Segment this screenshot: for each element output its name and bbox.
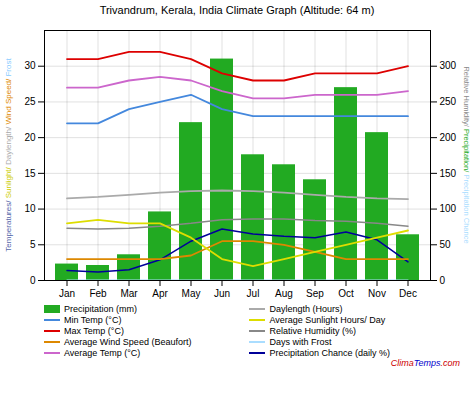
svg-text:Mar: Mar xyxy=(120,288,138,299)
svg-text:0: 0 xyxy=(30,275,36,286)
svg-text:Jul: Jul xyxy=(247,288,260,299)
html-text:Max Temp (°C): Max Temp (°C) xyxy=(64,326,124,336)
svg-text:20: 20 xyxy=(24,132,36,143)
svg-text:250: 250 xyxy=(440,96,457,107)
html-text:Daylength (Hours): Daylength (Hours) xyxy=(269,304,343,314)
svg-text:Oct: Oct xyxy=(338,288,354,299)
svg-text:25: 25 xyxy=(24,96,36,107)
svg-text:Jan: Jan xyxy=(59,288,75,299)
svg-text:Sep: Sep xyxy=(306,288,324,299)
svg-text:200: 200 xyxy=(440,132,457,143)
svg-text:15: 15 xyxy=(24,168,36,179)
svg-text:5: 5 xyxy=(30,239,36,250)
html-text:Precipitation Chance (daily %): Precipitation Chance (daily %) xyxy=(269,348,390,358)
svg-text:300: 300 xyxy=(440,60,457,71)
svg-text:Jun: Jun xyxy=(214,288,230,299)
svg-text:100: 100 xyxy=(440,203,457,214)
svg-text:10: 10 xyxy=(24,203,36,214)
svg-text:Aug: Aug xyxy=(275,288,293,299)
html-text:Average Temp (°C): Average Temp (°C) xyxy=(64,348,141,358)
html-text:Trivandrum, Kerala, India Clim: Trivandrum, Kerala, India Climate Graph … xyxy=(99,4,375,16)
html-text:Average Sunlight Hours/ Day: Average Sunlight Hours/ Day xyxy=(269,315,386,325)
html-text:Days with Frost: Days with Frost xyxy=(269,337,332,347)
html-text:Relative Humidity (%): Relative Humidity (%) xyxy=(269,326,356,336)
svg-text:50: 50 xyxy=(440,239,452,250)
svg-text:Temperatures/ Sunlight/ Daylen: Temperatures/ Sunlight/ Daylength/ Wind … xyxy=(4,58,13,252)
html-text:Clima Temps.com: Clima Temps.com xyxy=(390,358,460,368)
html-text:Precipitation (mm): Precipitation (mm) xyxy=(64,304,137,314)
svg-text:Feb: Feb xyxy=(89,288,107,299)
svg-text:Dec: Dec xyxy=(399,288,417,299)
svg-text:Relative Humidity/ Precipitati: Relative Humidity/ Precipitation/ Precip… xyxy=(462,66,471,243)
svg-text:30: 30 xyxy=(24,60,36,71)
svg-text:150: 150 xyxy=(440,168,457,179)
svg-text:Apr: Apr xyxy=(152,288,168,299)
svg-text:May: May xyxy=(182,288,201,299)
svg-text:Nov: Nov xyxy=(368,288,386,299)
html-text:Average Wind Speed (Beaufort): Average Wind Speed (Beaufort) xyxy=(64,337,192,347)
svg-text:0: 0 xyxy=(440,275,446,286)
html-text:Min Temp (°C): Min Temp (°C) xyxy=(64,315,122,325)
